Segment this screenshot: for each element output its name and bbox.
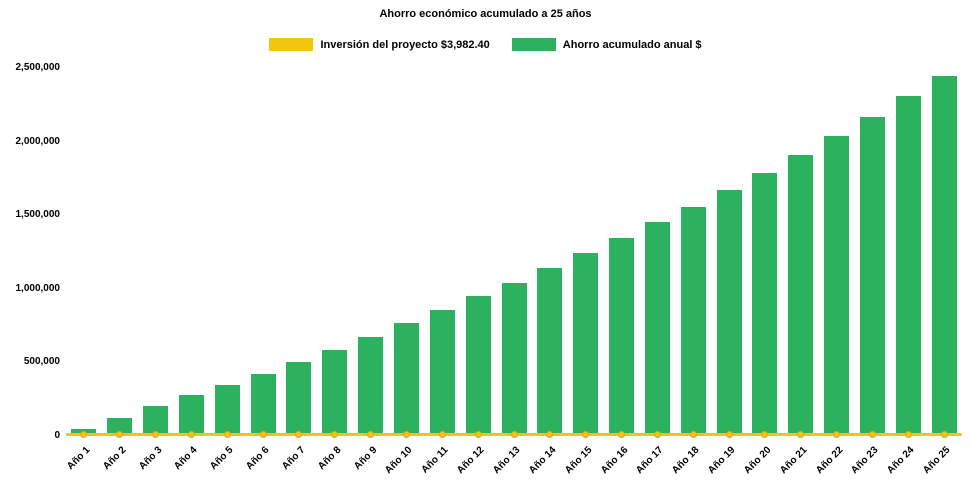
bar	[644, 221, 670, 436]
bar	[537, 268, 563, 436]
investment-marker-icon	[510, 431, 518, 439]
investment-marker-icon	[367, 431, 375, 439]
bar	[931, 76, 957, 436]
chart-title: Ahorro económico acumulado a 25 años	[379, 8, 592, 20]
investment-marker-icon	[152, 431, 160, 439]
bar	[788, 155, 814, 436]
legend-label-investment: Inversión del proyecto $3,982.40	[320, 38, 490, 51]
bar	[609, 238, 635, 436]
bar	[107, 418, 133, 436]
y-axis-tick-label: 2,000,000	[15, 135, 61, 147]
y-axis-tick-label: 0	[54, 430, 60, 441]
bar	[214, 384, 240, 436]
bar	[143, 406, 169, 436]
bar	[393, 323, 419, 436]
bar	[859, 117, 885, 436]
bar	[895, 96, 921, 436]
investment-marker-icon	[761, 431, 769, 439]
investment-marker-icon	[402, 431, 410, 439]
investment-marker-icon	[474, 431, 482, 439]
bar	[286, 362, 312, 436]
investment-marker-icon	[904, 431, 912, 439]
bar	[680, 206, 706, 436]
investment-swatch-icon	[269, 38, 314, 51]
bar	[824, 136, 850, 436]
investment-marker-icon	[223, 431, 231, 439]
y-axis-tick-label: 1,500,000	[15, 209, 61, 221]
bar	[322, 350, 348, 436]
legend: Inversión del proyecto $3,982.40 Ahorro …	[0, 38, 971, 51]
bar	[465, 296, 491, 436]
y-axis-tick-label: 500,000	[23, 356, 60, 368]
investment-marker-icon	[80, 431, 88, 439]
bar	[429, 309, 455, 436]
bar	[752, 172, 778, 436]
investment-marker-icon	[187, 431, 195, 439]
investment-marker-icon	[438, 431, 446, 439]
investment-marker-icon	[833, 431, 841, 439]
investment-marker-icon	[259, 431, 267, 439]
investment-marker-icon	[940, 431, 948, 439]
investment-marker-icon	[797, 431, 805, 439]
investment-marker-icon	[868, 431, 876, 439]
investment-marker-icon	[653, 431, 661, 439]
savings-swatch-icon	[511, 38, 556, 51]
y-axis-tick-label: 2,500,000	[15, 62, 61, 73]
bar	[358, 337, 384, 436]
investment-marker-icon	[689, 431, 697, 439]
investment-marker-icon	[725, 431, 733, 439]
investment-marker-icon	[295, 431, 303, 439]
legend-item-investment: Inversión del proyecto $3,982.40	[269, 38, 490, 51]
bar	[716, 190, 742, 436]
bar	[178, 395, 204, 436]
bar	[501, 282, 527, 436]
investment-marker-icon	[116, 431, 124, 439]
legend-item-savings: Ahorro acumulado anual $	[511, 38, 702, 51]
legend-label-savings: Ahorro acumulado anual $	[562, 38, 702, 51]
investment-marker-icon	[546, 431, 554, 439]
investment-marker-icon	[618, 431, 626, 439]
bar	[250, 374, 276, 436]
y-axis-tick-label: 1,000,000	[15, 282, 61, 294]
investment-marker-icon	[331, 431, 339, 439]
bar	[573, 253, 599, 436]
investment-marker-icon	[582, 431, 590, 439]
